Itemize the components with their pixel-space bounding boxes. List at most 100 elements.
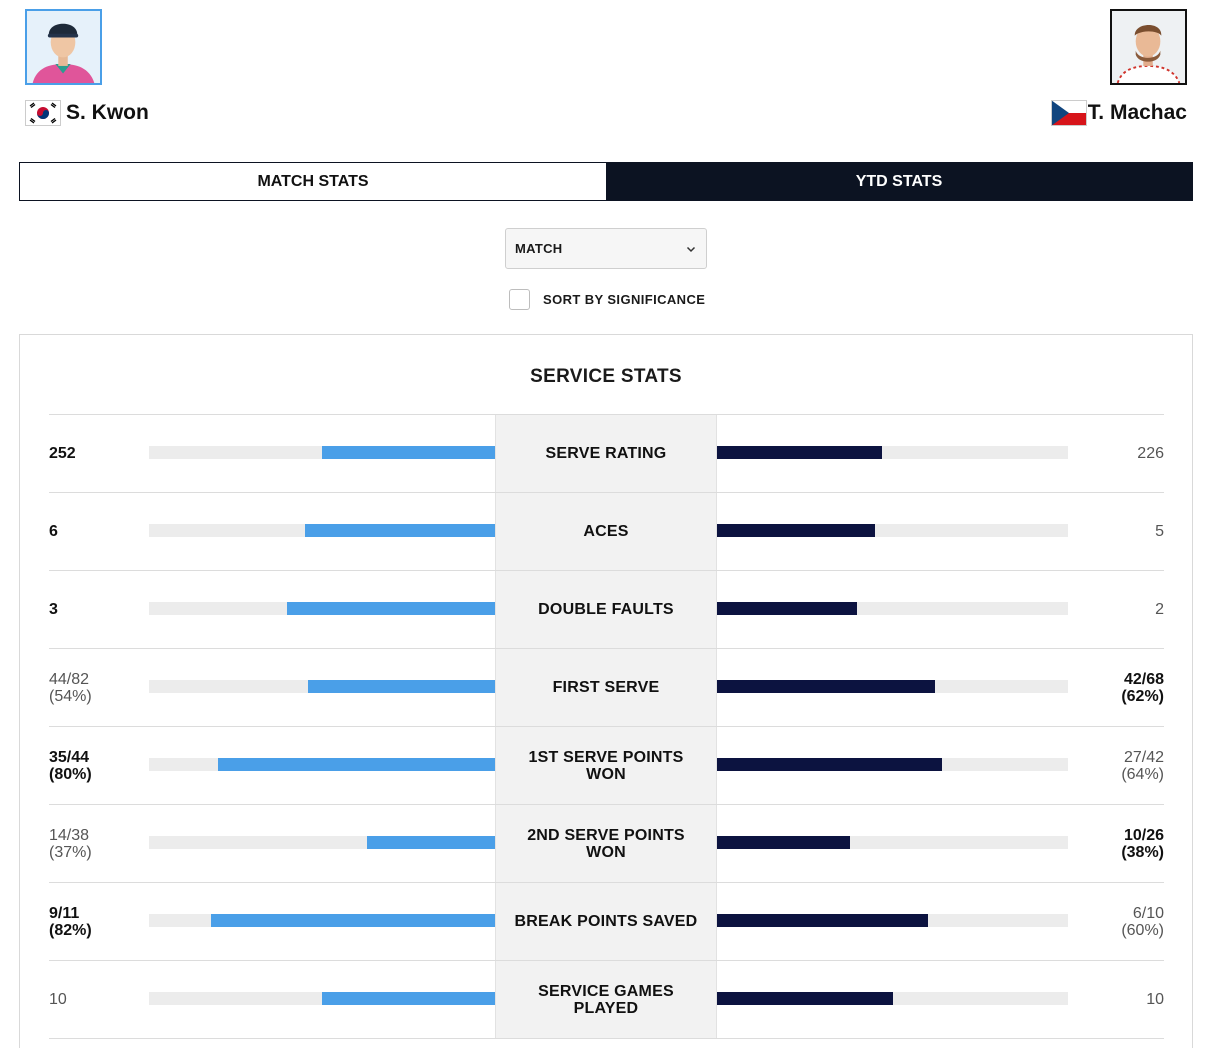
stat-right-value-line: (38%) [1121,843,1164,861]
stat-label: SERVE RATING [495,415,717,492]
stat-left-value: 3 [49,571,58,648]
stat-right-bar-fill [717,446,882,459]
sort-checkbox[interactable] [509,289,530,310]
stat-row-break-points-saved: 9/11 (82%) BREAK POINTS SAVED 6/10 (60%) [49,883,1164,961]
tab-match-stats[interactable]: MATCH STATS [20,163,606,200]
stat-left-bar-fill [218,758,495,771]
player-left-name-row: S. Kwon [25,100,149,126]
stat-left-value-line: 35/44 [49,748,90,766]
stat-left-value: 252 [49,415,76,492]
czech-flag-icon [1050,100,1087,126]
stat-left-value-line: (37%) [49,843,92,861]
stat-label: ACES [495,493,717,570]
stat-left-bar-track [149,914,495,927]
stat-left-value-line: 14/38 [49,826,90,844]
period-select[interactable]: MATCH [505,228,707,269]
stat-row-service-games-played: 10 SERVICE GAMES PLAYED 10 [49,961,1164,1039]
player-right-photo[interactable] [1110,9,1187,85]
stat-right-value: 226 [1137,415,1164,492]
player-right-name-row: T. Machac [1050,100,1187,126]
stat-left-value: 14/38 (37%) [49,805,92,882]
stat-left-value-line: 3 [49,601,58,618]
stat-left-value-line: 6 [49,523,58,540]
stat-left-bar-track [149,992,495,1005]
stat-right-value: 6/10 (60%) [1121,883,1164,960]
stat-label: SERVICE GAMES PLAYED [495,961,717,1038]
stat-left-value-line: (82%) [49,921,92,939]
stat-right-bar-track [717,524,1068,537]
stat-row-1st-serve-points-won: 35/44 (80%) 1ST SERVE POINTS WON 27/42 (64… [49,727,1164,805]
stat-left-bar-fill [287,602,495,615]
player-left-avatar-icon [27,11,100,83]
stats-list: 252 SERVE RATING 226 6 ACES 5 3 DOUBLE F… [49,414,1164,1039]
stat-left-value-line: 10 [49,991,67,1008]
player-right-name[interactable]: T. Machac [1087,101,1187,124]
stat-right-value-line: 6/10 [1132,904,1164,922]
stat-left-value: 6 [49,493,58,570]
stat-right-value-line: (64%) [1121,765,1164,783]
stat-right-bar-fill [717,992,893,1005]
stat-left-bar-fill [304,524,495,537]
stats-tabs: MATCH STATS YTD STATS [19,162,1193,201]
stat-right-value-line: (62%) [1121,687,1164,705]
stat-left-value-line: 9/11 [49,904,80,922]
player-right: T. Machac [1050,9,1187,126]
stat-right-value-line: 42/68 [1123,670,1164,688]
stat-left-bar-fill [211,914,495,927]
stat-right-value: 42/68 (62%) [1121,649,1164,726]
player-right-avatar-icon [1112,11,1185,83]
stat-right-value: 2 [1155,571,1164,648]
stat-right-bar-fill [717,836,851,849]
stat-right-value: 27/42 (64%) [1121,727,1164,804]
stat-left-value: 35/44 (80%) [49,727,92,804]
stat-right-value: 5 [1155,493,1164,570]
stat-left-value-line: (80%) [49,765,92,783]
stat-right-value-line: 10/26 [1123,826,1164,844]
stat-left-value-line: (54%) [49,687,92,705]
stat-label: 2ND SERVE POINTS WON [495,805,717,882]
stat-right-bar-track [717,836,1068,849]
stat-left-bar-track [149,602,495,615]
sort-by-significance[interactable]: SORT BY SIGNIFICANCE [509,289,705,310]
stat-right-bar-fill [717,914,928,927]
stat-right-bar-fill [717,680,935,693]
stat-label: 1ST SERVE POINTS WON [495,727,717,804]
stat-label: DOUBLE FAULTS [495,571,717,648]
stat-label: BREAK POINTS SAVED [495,883,717,960]
stat-left-bar-track [149,446,495,459]
stat-left-bar-track [149,836,495,849]
stat-right-bar-track [717,602,1068,615]
stat-right-bar-track [717,758,1068,771]
stat-right-bar-fill [717,524,875,537]
tab-ytd-stats[interactable]: YTD STATS [606,163,1192,200]
player-left-name[interactable]: S. Kwon [66,101,149,124]
stat-row-aces: 6 ACES 5 [49,493,1164,571]
section-title: SERVICE STATS [530,366,682,387]
player-left-photo[interactable] [25,9,102,85]
stat-right-bar-track [717,446,1068,459]
stat-right-bar-track [717,914,1068,927]
stat-row-serve-rating: 252 SERVE RATING 226 [49,415,1164,493]
stat-label: FIRST SERVE [495,649,717,726]
stat-left-value-line: 252 [49,445,76,462]
stat-left-bar-track [149,758,495,771]
player-left: S. Kwon [25,9,149,126]
korea-flag-icon [25,100,61,126]
stat-row-2nd-serve-points-won: 14/38 (37%) 2ND SERVE POINTS WON 10/26 (38… [49,805,1164,883]
stat-row-double-faults: 3 DOUBLE FAULTS 2 [49,571,1164,649]
stat-left-bar-fill [366,836,495,849]
stat-left-value-line: 44/82 [49,670,90,688]
stat-left-bar-fill [322,446,495,459]
stat-right-value: 10/26 (38%) [1121,805,1164,882]
stat-left-bar-fill [308,680,495,693]
stat-row-first-serve: 44/82 (54%) FIRST SERVE 42/68 (62%) [49,649,1164,727]
sort-label: SORT BY SIGNIFICANCE [543,292,706,307]
stat-right-value-line: (60%) [1121,921,1164,939]
chevron-down-icon [686,246,696,252]
stat-right-bar-fill [717,758,942,771]
stat-right-bar-track [717,992,1068,1005]
stat-left-bar-track [149,524,495,537]
stat-right-value-line: 226 [1137,445,1164,462]
stat-right-value: 10 [1146,961,1164,1038]
stat-left-bar-fill [322,992,495,1005]
